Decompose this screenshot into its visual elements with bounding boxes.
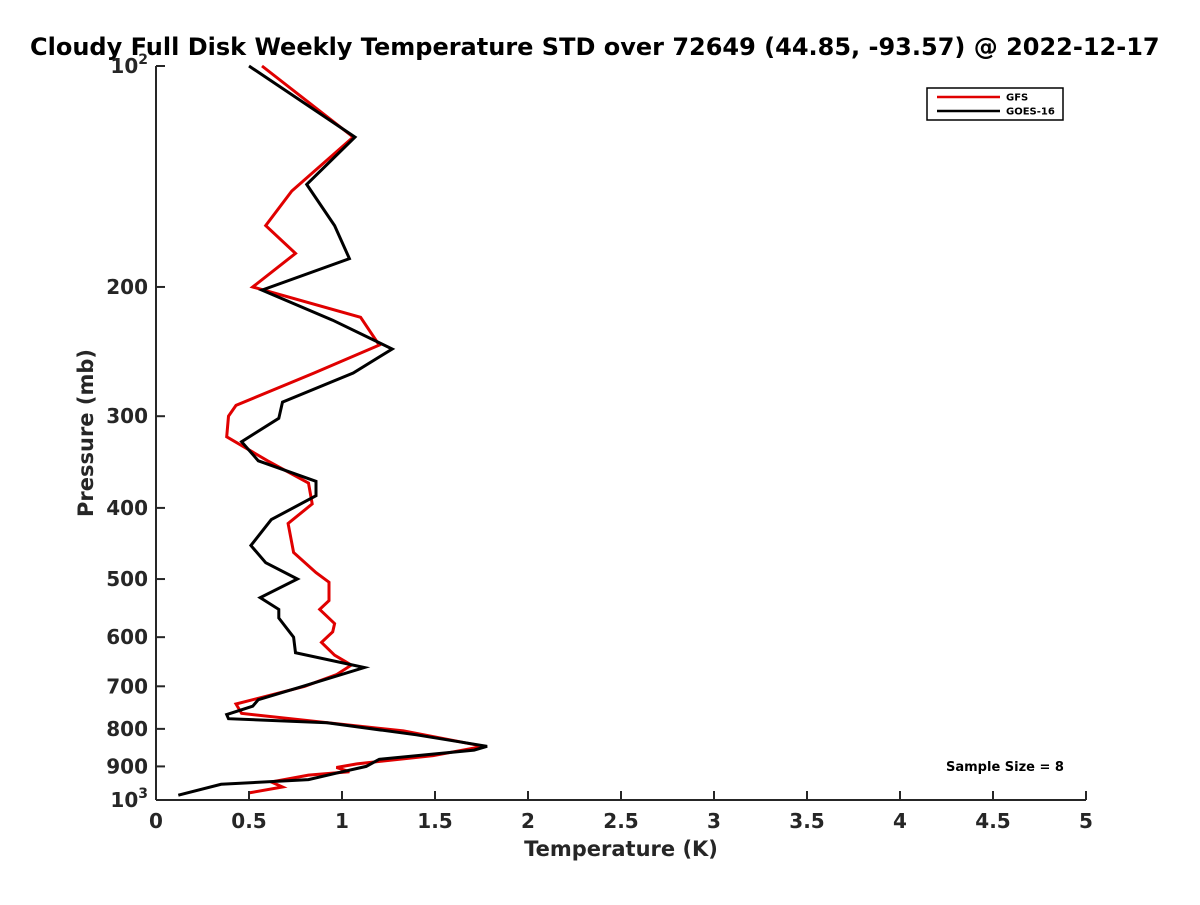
y-tick-base: 300 xyxy=(106,404,148,428)
y-tick-label: 800 xyxy=(106,717,148,741)
y-tick-label: 102 xyxy=(110,52,148,78)
y-tick-exponent: 3 xyxy=(138,786,148,802)
legend-box xyxy=(926,87,1064,121)
y-axis-label: Pressure (mb) xyxy=(74,349,98,517)
series-line-goes-16 xyxy=(177,64,488,797)
y-tick-label: 200 xyxy=(106,275,148,299)
x-tick-label: 4.5 xyxy=(975,809,1010,833)
x-tick-label: 1.5 xyxy=(417,809,452,833)
y-tick-base: 10 xyxy=(110,54,138,78)
y-tick-label: 300 xyxy=(106,404,148,428)
x-tick-label: 3 xyxy=(707,809,721,833)
y-tick-base: 500 xyxy=(106,567,148,591)
y-tick-label: 600 xyxy=(106,625,148,649)
y-tick-base: 200 xyxy=(106,275,148,299)
y-tick-label: 103 xyxy=(110,786,148,812)
y-tick-base: 700 xyxy=(106,674,148,698)
x-tick-label: 2 xyxy=(521,809,535,833)
legend: GFS GOES-16 xyxy=(926,87,1064,121)
x-axis-label: Temperature (K) xyxy=(524,837,718,861)
x-tick-label: 5 xyxy=(1079,809,1093,833)
plot-area xyxy=(177,64,488,797)
series-line-gfs xyxy=(225,64,484,795)
y-tick-label: 700 xyxy=(106,674,148,698)
x-tick-label: 2.5 xyxy=(603,809,638,833)
y-tick-label: 500 xyxy=(106,567,148,591)
legend-label: GFS xyxy=(1006,93,1028,104)
y-tick-base: 600 xyxy=(106,625,148,649)
y-tick-label: 900 xyxy=(106,754,148,778)
x-tick-label: 4 xyxy=(893,809,907,833)
x-tick-label: 1 xyxy=(335,809,349,833)
x-tick-label: 3.5 xyxy=(789,809,824,833)
y-tick-exponent: 2 xyxy=(138,52,148,68)
chart-title: Cloudy Full Disk Weekly Temperature STD … xyxy=(30,33,1160,61)
sample-size-annotation: Sample Size = 8 xyxy=(946,760,1064,775)
y-tick-base: 10 xyxy=(110,788,138,812)
y-tick-base: 400 xyxy=(106,496,148,520)
legend-label: GOES-16 xyxy=(1006,107,1055,118)
x-tick-label: 0 xyxy=(149,809,163,833)
y-tick-base: 900 xyxy=(106,754,148,778)
x-ticks: 0 0.5 1 1.5 2 2.5 3 3.5 4 4.5 5 xyxy=(149,791,1093,833)
y-tick-base: 800 xyxy=(106,717,148,741)
y-tick-label: 400 xyxy=(106,496,148,520)
x-tick-label: 0.5 xyxy=(231,809,266,833)
